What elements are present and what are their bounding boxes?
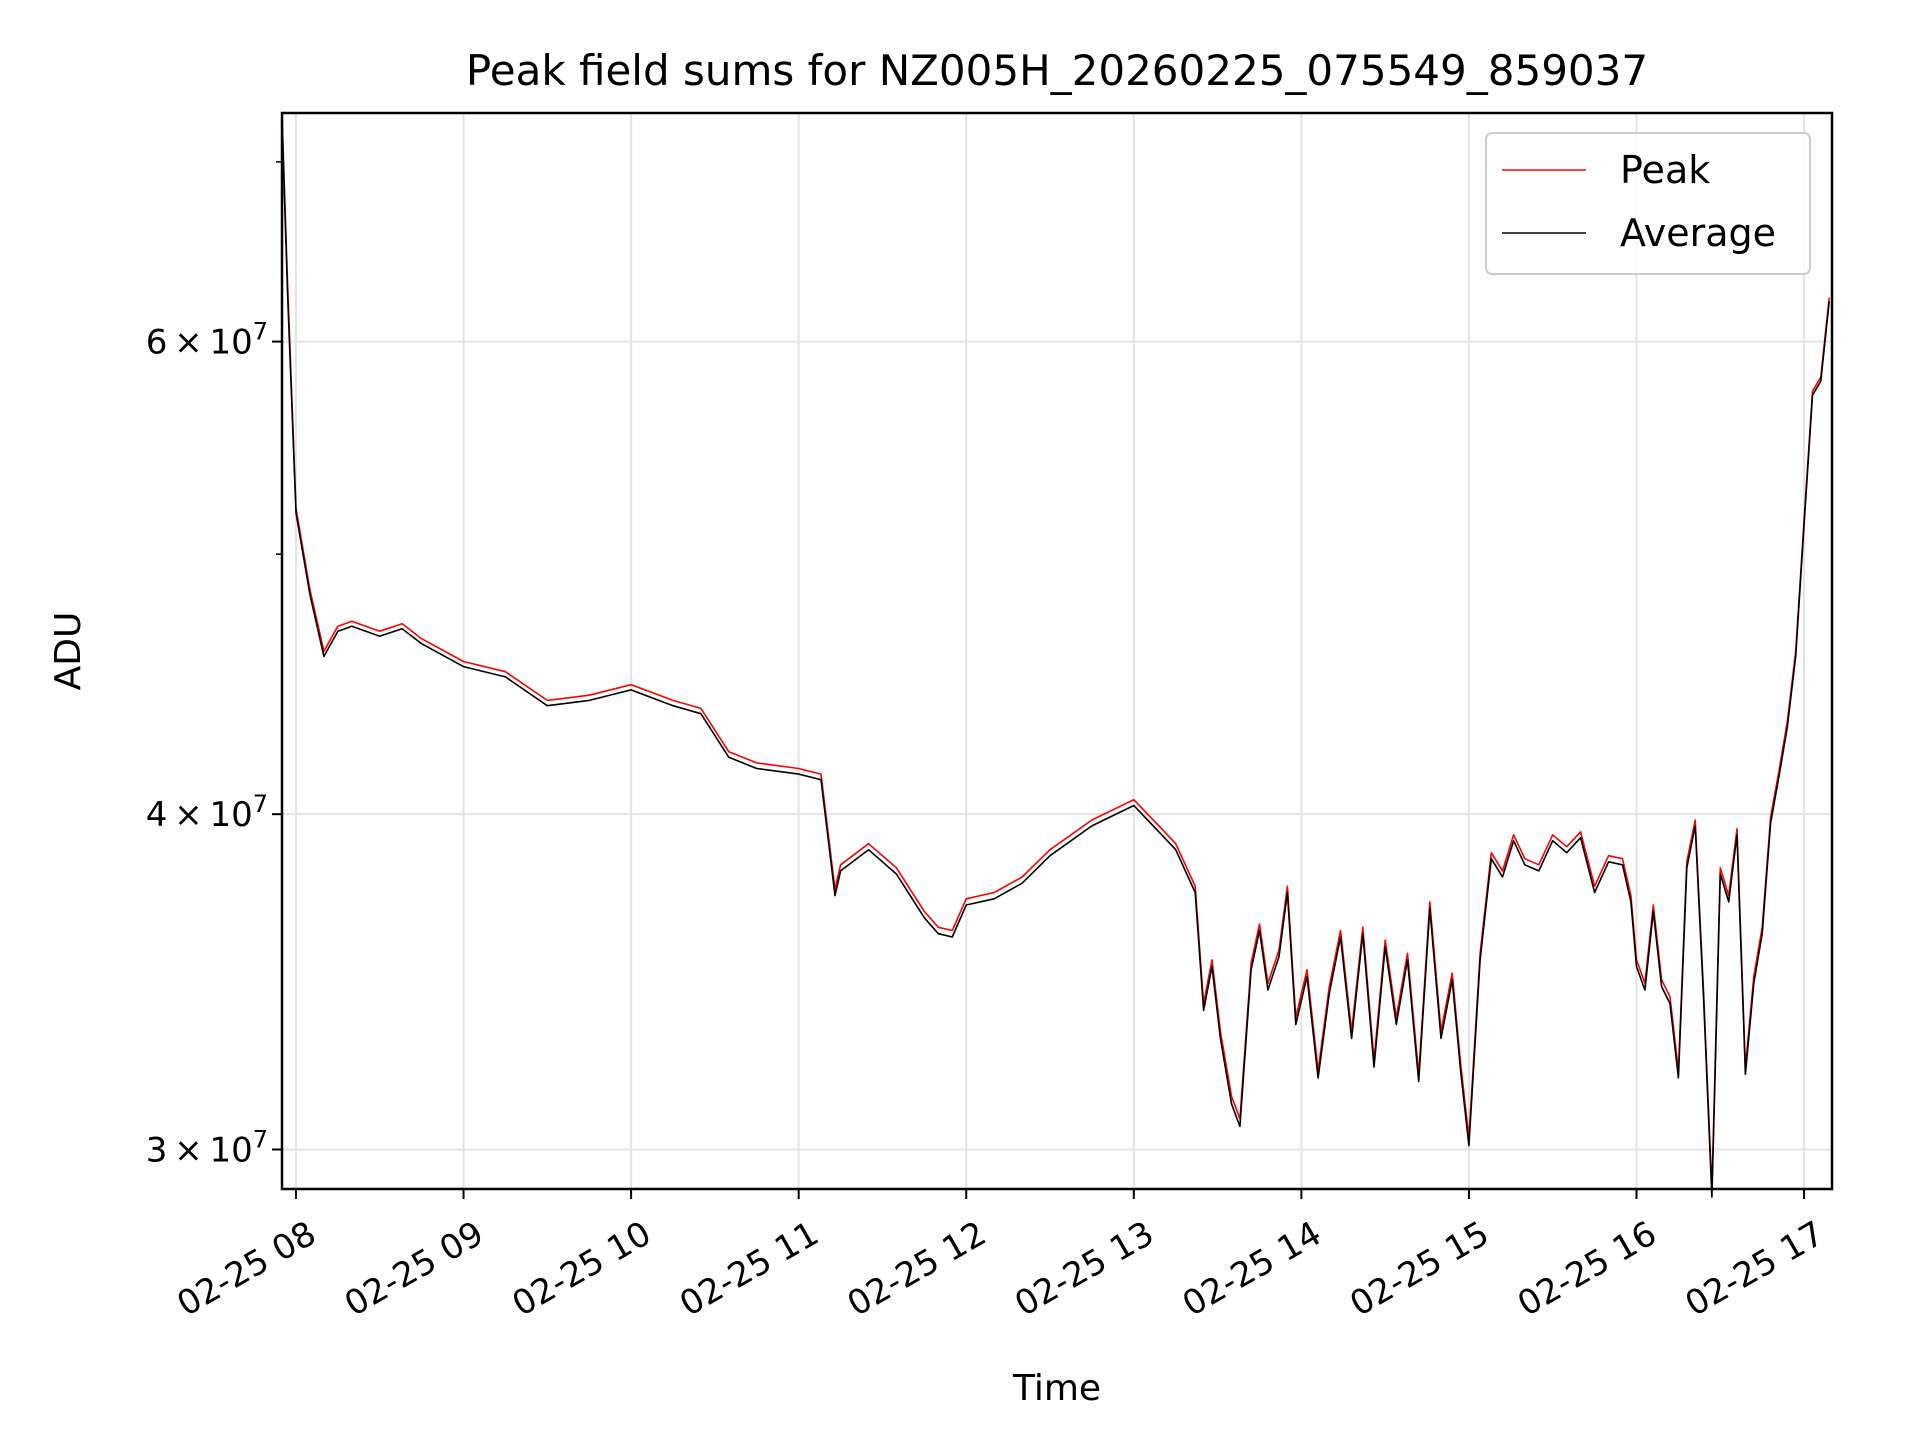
legend-box bbox=[1485, 132, 1811, 275]
y-tick-label: 3 × 107 bbox=[146, 1125, 268, 1170]
series-line-average bbox=[281, 120, 1830, 1198]
x-tick-label: 02-25 10 bbox=[506, 1214, 658, 1325]
y-tick-label: 6 × 107 bbox=[146, 318, 268, 363]
x-tick-label: 02-25 13 bbox=[1008, 1214, 1160, 1325]
y-axis-label: ADU bbox=[48, 612, 89, 691]
x-tick-label: 02-25 15 bbox=[1343, 1214, 1495, 1325]
x-tick-label: 02-25 11 bbox=[673, 1214, 825, 1325]
chart-title: Peak field sums for NZ005H_20260225_0755… bbox=[466, 46, 1648, 95]
x-axis-label: Time bbox=[1012, 1368, 1101, 1409]
x-tick-label: 02-25 12 bbox=[841, 1214, 993, 1325]
y-tick-label: 4 × 107 bbox=[146, 790, 268, 835]
legend-label-peak: Peak bbox=[1620, 148, 1710, 192]
series-layer bbox=[281, 112, 1830, 1198]
x-tick-label: 02-25 14 bbox=[1176, 1214, 1328, 1325]
x-tick-label: 02-25 09 bbox=[338, 1214, 490, 1325]
legend-label-average: Average bbox=[1620, 211, 1776, 255]
x-tick-label: 02-25 16 bbox=[1511, 1214, 1663, 1325]
series-line-peak bbox=[281, 112, 1830, 1190]
legend: Peak Average bbox=[1485, 132, 1811, 275]
plot-frame bbox=[280, 111, 1834, 1191]
x-tick-label: 02-25 17 bbox=[1679, 1214, 1831, 1325]
y-axis: 3 × 107 4 × 107 6 × 107 bbox=[146, 161, 282, 1170]
x-axis: 02-25 08 02-25 09 02-25 10 02-25 11 02-25 12… bbox=[170, 1189, 1831, 1325]
x-tick-label: 02-25 08 bbox=[170, 1214, 322, 1325]
grid bbox=[282, 113, 1832, 1189]
